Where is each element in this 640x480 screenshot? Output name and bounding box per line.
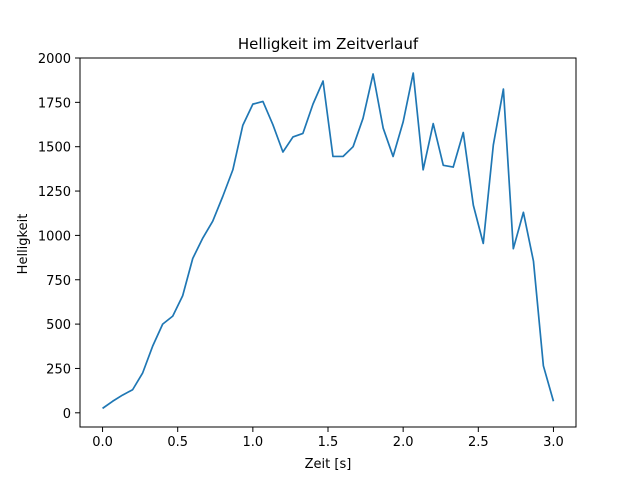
x-tick-label: 2.0	[393, 435, 414, 450]
y-axis: 0 250 500 750 1000 1250 1500 1750 2000	[38, 52, 80, 422]
y-tick-label: 250	[46, 362, 71, 377]
series-line-0	[102, 72, 555, 410]
y-tick-label: 0	[63, 407, 71, 422]
chart-title: Helligkeit im Zeitverlauf	[238, 35, 419, 53]
y-tick-label: 1750	[38, 96, 71, 111]
x-tick-label: 0.0	[92, 435, 113, 450]
y-axis-label: Helligkeit	[16, 214, 31, 275]
x-tick-label: 3.0	[543, 435, 564, 450]
y-tick-label: 500	[46, 318, 71, 333]
plot-area	[102, 72, 555, 410]
y-tick-label: 1250	[38, 185, 71, 200]
x-axis: 0.0 0.5 1.0 1.5 2.0 2.5 3.0	[92, 427, 564, 450]
y-tick-label: 1000	[38, 229, 71, 244]
y-tick-label: 1500	[38, 141, 71, 156]
x-tick-label: 1.0	[243, 435, 264, 450]
x-tick-label: 0.5	[167, 435, 188, 450]
x-tick-label: 2.5	[468, 435, 489, 450]
y-tick-label: 2000	[38, 52, 71, 67]
plot-frame	[79, 57, 577, 428]
x-axis-label: Zeit [s]	[305, 457, 352, 472]
x-tick-label: 1.5	[318, 435, 339, 450]
y-tick-label: 750	[46, 274, 71, 289]
